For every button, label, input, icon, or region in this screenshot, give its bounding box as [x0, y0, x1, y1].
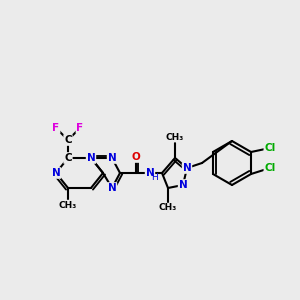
Text: F: F — [76, 123, 84, 133]
Text: H: H — [151, 173, 158, 182]
Text: N: N — [87, 153, 95, 163]
Text: N: N — [108, 183, 116, 193]
Text: CH₃: CH₃ — [166, 133, 184, 142]
Text: N: N — [52, 168, 60, 178]
Text: F: F — [52, 123, 60, 133]
Text: N: N — [146, 168, 154, 178]
Text: C: C — [64, 135, 72, 145]
Text: CH₃: CH₃ — [59, 200, 77, 209]
Text: CH₃: CH₃ — [159, 203, 177, 212]
Text: Cl: Cl — [264, 163, 276, 173]
Text: O: O — [132, 152, 140, 162]
Text: Cl: Cl — [264, 143, 276, 153]
Text: N: N — [108, 153, 116, 163]
Text: C: C — [64, 153, 72, 163]
Text: N: N — [178, 180, 188, 190]
Text: N: N — [183, 163, 191, 173]
